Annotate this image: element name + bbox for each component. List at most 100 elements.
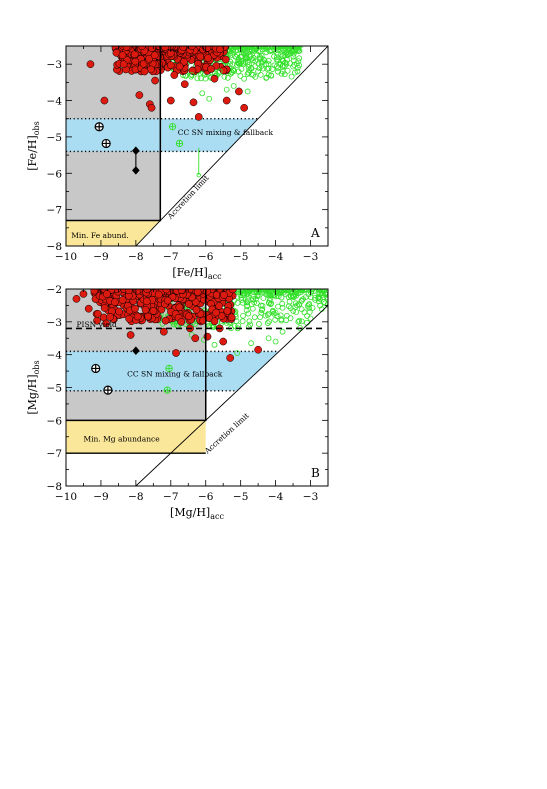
chart-0-green-point xyxy=(194,75,201,82)
chart-1-green-point xyxy=(265,335,272,342)
chart-0-green-point xyxy=(249,47,256,54)
chart-1-red-point xyxy=(84,304,93,313)
chart-1-green-point xyxy=(298,297,305,304)
chart-1-green-point xyxy=(274,289,281,294)
chart-1-green-point xyxy=(275,293,282,300)
chart-1-green-point xyxy=(240,312,246,319)
chart-1-green-point xyxy=(257,302,264,309)
chart-0-green-point xyxy=(278,46,285,52)
chart-1-green-point xyxy=(239,299,246,306)
chart-0-accretion-limit-line xyxy=(135,46,328,246)
chart-0-green-point xyxy=(244,71,251,77)
chart-panel-a: CC SN mixing & fallback Min. Fe abund. Acc… xyxy=(26,45,329,281)
chart-1-green-point xyxy=(286,289,293,294)
chart-0-green-point xyxy=(249,55,255,62)
chart-1-green-point xyxy=(303,289,309,293)
chart-0-green-point xyxy=(273,54,280,61)
chart-1-green-point xyxy=(298,306,305,313)
chart-0-green-point xyxy=(260,56,267,63)
chart-1-x-tick-label: −10 xyxy=(55,491,77,503)
chart-1-green-point xyxy=(243,299,250,306)
chart-0-red-point xyxy=(118,51,127,60)
chart-0-x-tick-label: −4 xyxy=(268,251,284,263)
chart-0-green-point xyxy=(289,48,296,54)
chart-0-red-point xyxy=(196,52,205,61)
chart-0-green-point xyxy=(188,72,195,78)
chart-1-x-tick-label: −5 xyxy=(233,491,248,503)
chart-1-green-point xyxy=(287,305,294,312)
chart-0-green-errorbar-end xyxy=(196,172,201,178)
chart-1-green-point xyxy=(310,289,317,294)
chart-1-red-point xyxy=(154,290,163,299)
chart-0-red-point xyxy=(216,46,224,54)
chart-1-green-point xyxy=(315,291,322,298)
chart-0-red-point xyxy=(210,74,219,83)
chart-1-red-point xyxy=(102,290,111,298)
chart-0-red-point xyxy=(207,65,215,73)
chart-1-green-point xyxy=(234,350,241,356)
chart-0-red-point xyxy=(222,96,231,105)
chart-1-green-point xyxy=(301,309,308,316)
chart-0-green-point xyxy=(263,74,270,81)
chart-1-green-point xyxy=(283,317,289,324)
chart-1-green-point xyxy=(304,319,310,326)
chart-0-red-point xyxy=(204,54,212,62)
chart-0-green-plus-cross xyxy=(169,123,176,130)
chart-0-x-tick-label: −3 xyxy=(303,251,318,263)
chart-1-green-point xyxy=(272,310,279,316)
chart-0-green-point xyxy=(243,48,250,55)
chart-1-x-tick-label: −9 xyxy=(93,491,108,503)
chart-0-red-point xyxy=(221,55,230,64)
chart-1-green-point xyxy=(295,290,302,297)
chart-1-red-point xyxy=(162,289,171,294)
chart-0-green-point xyxy=(296,55,303,62)
chart-1-circle-plus-cross xyxy=(91,364,100,373)
chart-0-plot-frame xyxy=(65,45,329,247)
chart-0-green-point xyxy=(206,95,213,102)
chart-1-green-point xyxy=(271,292,278,299)
chart-0-green-point xyxy=(199,90,206,97)
chart-0-red-point xyxy=(235,87,243,96)
chart-1-green-point xyxy=(312,294,318,301)
chart-0-red-point xyxy=(189,98,198,107)
chart-1-x-axis-label: [Mg/H]acc xyxy=(170,506,224,521)
chart-1-x-tick-label: −6 xyxy=(198,491,214,503)
chart-1-green-point xyxy=(256,321,262,327)
chart-0-green-point xyxy=(283,49,290,56)
chart-0-red-point xyxy=(203,46,212,52)
chart-0-plot-area: CC SN mixing & fallback Min. Fe abund. Acc… xyxy=(66,46,328,246)
chart-0-green-point xyxy=(216,68,223,75)
chart-0-red-point xyxy=(175,62,184,71)
chart-0-green-point xyxy=(291,61,298,68)
chart-0-x-tick-label: −10 xyxy=(55,251,77,263)
chart-0-green-point xyxy=(294,64,301,71)
chart-1-green-point xyxy=(305,301,312,308)
chart-0-green-point xyxy=(242,58,249,65)
chart-1-green-point xyxy=(296,317,303,324)
chart-0-red-point xyxy=(130,50,139,59)
chart-1-blue-band xyxy=(66,351,280,391)
chart-0-green-plus-cross xyxy=(176,140,183,147)
chart-1-y-tick-label: −3 xyxy=(47,317,62,329)
chart-0-mixing-label: CC SN mixing & fallback xyxy=(178,128,274,137)
chart-0-min-abundance-label: Min. Fe abund. xyxy=(71,231,128,240)
chart-0-green-point xyxy=(277,46,284,50)
chart-1-green-point xyxy=(278,294,285,301)
chart-0-green-point xyxy=(278,51,285,58)
chart-1-green-point xyxy=(211,341,218,348)
chart-0-green-point xyxy=(202,75,209,82)
chart-1-diamond-marker xyxy=(132,346,140,356)
chart-0-red-point xyxy=(150,51,159,60)
chart-0-y-tick-label: −5 xyxy=(47,132,62,144)
chart-1-accretion-limit-line xyxy=(135,304,328,486)
chart-1-green-point xyxy=(246,289,252,293)
chart-1-red-point xyxy=(193,289,202,296)
chart-0-green-point xyxy=(236,60,243,67)
chart-0-y-axis-label-sub: obs xyxy=(32,121,41,135)
chart-1-y-tick-label: −7 xyxy=(47,448,62,460)
chart-1-green-point xyxy=(248,340,255,347)
chart-1-green-point xyxy=(244,298,251,305)
chart-0-green-point xyxy=(239,53,246,60)
chart-1-panel-letter: B xyxy=(311,466,320,480)
